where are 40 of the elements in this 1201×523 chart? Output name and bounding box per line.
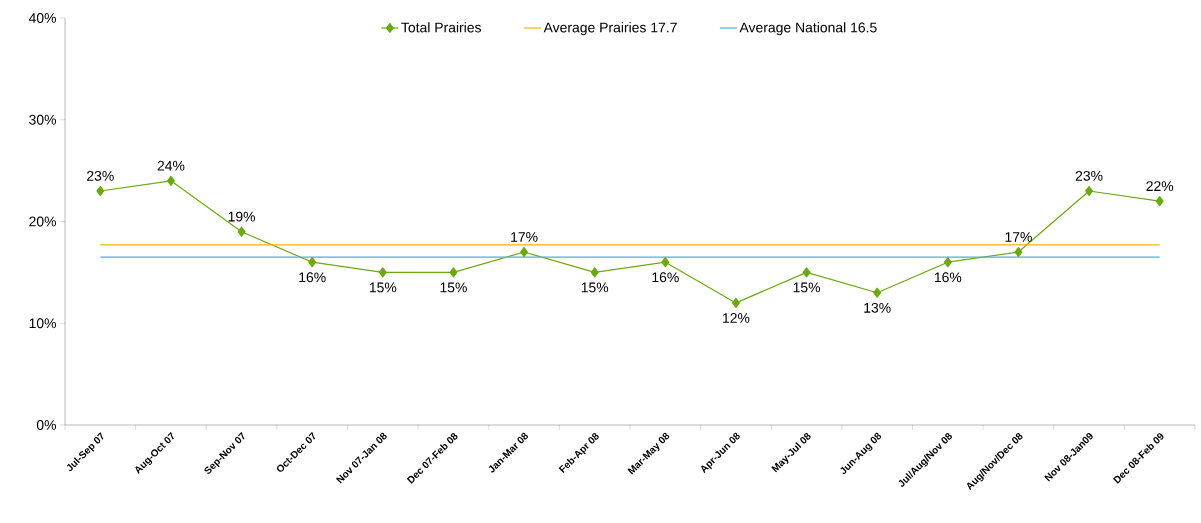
data-label: 22% [1146, 181, 1174, 191]
point [1014, 246, 1023, 258]
data-label: 15% [793, 282, 821, 293]
data-label: 23% [87, 170, 114, 181]
point [237, 226, 246, 237]
data-label: 17% [511, 232, 538, 242]
legend-label: Average Prairies 17.7 [543, 22, 677, 36]
y-tick-label: 0% [36, 420, 56, 430]
point [873, 287, 882, 298]
point [520, 246, 529, 258]
legend-label: Total Prairies [401, 22, 482, 33]
point [1155, 196, 1164, 207]
data-label: 15% [581, 282, 609, 293]
point [943, 257, 952, 268]
data-label: 24% [157, 160, 185, 171]
data-label: 19% [228, 211, 256, 222]
data-label: 16% [934, 272, 962, 283]
point [661, 257, 670, 268]
point [308, 257, 317, 268]
point [166, 175, 175, 186]
data-label: 16% [299, 272, 326, 283]
y-tick-label: 20% [29, 216, 56, 227]
point [1085, 185, 1094, 197]
data-label: 23% [1075, 170, 1103, 181]
y-tick-label: 30% [29, 114, 56, 125]
y-tick-label: 40% [28, 13, 56, 23]
point [378, 267, 387, 278]
point [449, 267, 458, 278]
point [590, 267, 599, 278]
data-label: 15% [369, 282, 397, 293]
data-label: 15% [440, 282, 467, 293]
data-label: 13% [864, 302, 891, 313]
point [96, 185, 105, 197]
point [731, 297, 740, 308]
point [802, 267, 811, 278]
legend-label: Average National 16.5 [739, 22, 877, 36]
y-tick-label: 10% [29, 318, 56, 329]
data-label: 17% [1005, 232, 1032, 242]
data-label: 16% [652, 272, 679, 283]
data-label: 12% [723, 313, 750, 323]
